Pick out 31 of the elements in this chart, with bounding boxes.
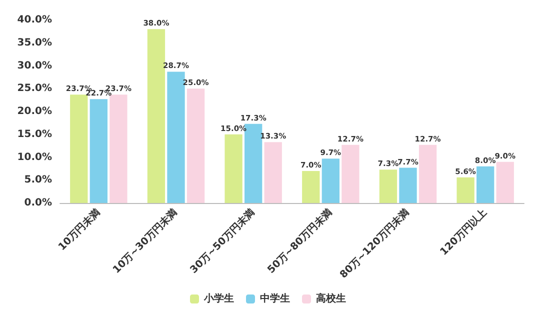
bar [110,94,128,203]
bar [70,94,88,203]
bar [379,170,398,203]
y-tick-label: 15.0% [17,128,52,140]
bar [322,158,340,203]
legend-label: 高校生 [316,292,346,304]
bar [418,144,437,203]
x-tick-label: 10万円未満 [56,206,103,254]
bar [244,124,262,203]
bar [186,88,205,203]
y-tick-label: 20.0% [17,106,52,117]
y-tick-label: 5.0% [24,174,52,186]
bar [264,142,282,203]
bar [147,29,166,203]
bar [399,168,417,203]
y-tick-label: 10.0% [17,152,52,163]
y-tick-label: 35.0% [17,37,52,48]
y-tick-label: 0.0% [24,198,52,208]
legend-label: 小学生 [203,292,234,304]
y-tick-label: 25.0% [17,83,52,94]
bar [476,166,494,203]
bar [90,99,108,203]
bar [496,162,514,203]
bar [342,144,360,203]
legend-label: 中学生 [260,292,290,304]
bar [456,177,474,203]
y-tick-label: 40.0% [17,14,52,26]
bar [167,72,185,203]
y-tick-label: 30.0% [17,60,52,72]
bar [302,170,320,203]
bar [224,134,242,203]
